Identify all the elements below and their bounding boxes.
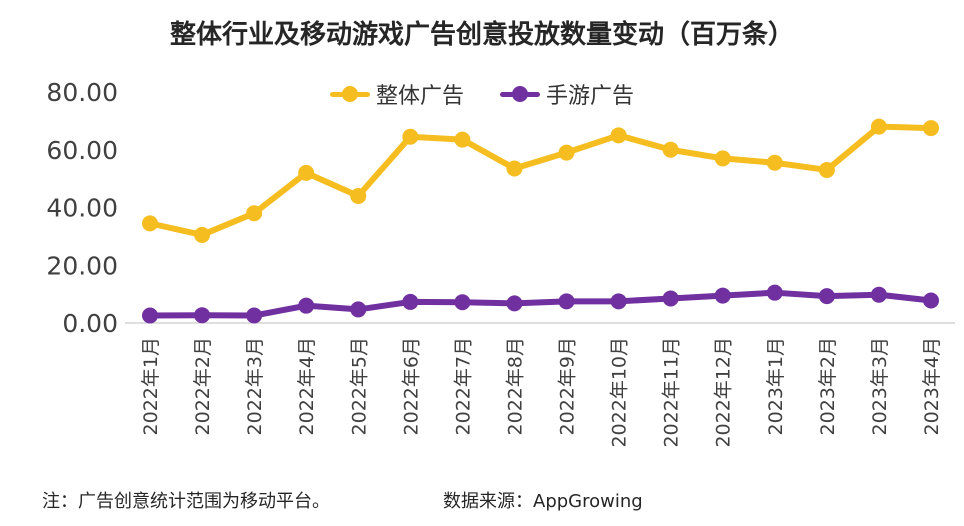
data-point-overall bbox=[923, 120, 939, 137]
data-point-mobile-game bbox=[610, 293, 627, 310]
x-tick-label: 2022年10月 bbox=[609, 337, 631, 448]
y-tick-label: 60.00 bbox=[46, 136, 118, 165]
data-point-overall bbox=[610, 127, 627, 144]
legend-label-overall: 整体广告 bbox=[376, 84, 465, 109]
data-point-overall bbox=[870, 118, 887, 135]
x-tick-label: 2023年4月 bbox=[921, 337, 943, 435]
data-point-overall bbox=[558, 144, 575, 161]
x-tick-label: 2022年4月 bbox=[296, 337, 318, 435]
chart-legend: 整体广告 手游广告 bbox=[330, 78, 670, 110]
x-tick-label: 2023年3月 bbox=[869, 337, 891, 435]
x-tick-label: 2022年9月 bbox=[557, 337, 579, 435]
data-point-mobile-game bbox=[298, 297, 315, 314]
data-point-overall bbox=[298, 164, 315, 181]
x-tick-label: 2022年5月 bbox=[348, 337, 370, 435]
y-tick-label: 0.00 bbox=[62, 309, 118, 338]
data-point-mobile-game bbox=[402, 293, 419, 310]
series-line-mobile-game bbox=[147, 289, 934, 319]
data-point-mobile-game bbox=[194, 307, 211, 324]
data-point-overall bbox=[766, 154, 783, 171]
data-point-overall bbox=[194, 226, 211, 243]
data-point-mobile-game bbox=[662, 290, 679, 307]
data-point-mobile-game bbox=[818, 288, 835, 305]
data-point-mobile-game bbox=[142, 307, 158, 324]
data-point-mobile-game bbox=[870, 286, 887, 303]
x-tick-label: 2022年12月 bbox=[713, 337, 735, 448]
x-tick-label: 2022年2月 bbox=[192, 337, 214, 435]
x-tick-label: 2023年1月 bbox=[765, 337, 787, 435]
x-tick-label: 2022年3月 bbox=[244, 337, 266, 435]
legend-label-mobile-game: 手游广告 bbox=[546, 84, 635, 109]
data-point-overall bbox=[142, 215, 158, 232]
data-point-overall bbox=[402, 128, 419, 145]
x-tick-label: 2022年6月 bbox=[400, 337, 422, 435]
line-chart: 80.00 60.00 40.00 20.00 0.00 2022年1月 2022年2月 20… bbox=[46, 78, 955, 448]
legend-swatch-overall bbox=[330, 84, 370, 104]
x-tick-label: 2022年11月 bbox=[661, 337, 683, 448]
data-point-mobile-game bbox=[506, 295, 523, 312]
x-tick-label: 2022年7月 bbox=[452, 337, 474, 435]
data-point-mobile-game bbox=[454, 294, 471, 311]
footer-source: 数据来源：AppGrowing bbox=[443, 491, 643, 512]
data-point-mobile-game bbox=[923, 292, 939, 309]
data-point-mobile-game bbox=[766, 284, 783, 301]
data-point-overall bbox=[246, 205, 263, 222]
data-point-overall bbox=[662, 141, 679, 158]
data-point-mobile-game bbox=[350, 301, 367, 318]
data-point-overall bbox=[350, 187, 367, 204]
chart-title: 整体行业及移动游戏广告创意投放数量变动（百万条） bbox=[169, 20, 794, 50]
legend-swatch-mobile-game bbox=[500, 84, 541, 104]
data-point-mobile-game bbox=[246, 307, 263, 324]
data-point-mobile-game bbox=[714, 287, 731, 304]
legend-item-mobile-game[interactable]: 手游广告 bbox=[500, 78, 634, 110]
y-tick-label: 40.00 bbox=[46, 194, 118, 223]
x-tick-label: 2023年2月 bbox=[817, 337, 839, 435]
x-tick-label: 2022年1月 bbox=[140, 337, 162, 435]
y-tick-label: 20.00 bbox=[46, 251, 118, 280]
data-point-overall bbox=[818, 161, 835, 178]
y-tick-label: 80.00 bbox=[46, 78, 118, 107]
x-tick-label: 2022年8月 bbox=[504, 337, 526, 435]
data-point-overall bbox=[506, 160, 523, 177]
footer-note: 注：广告创意统计范围为移动平台。 bbox=[42, 491, 330, 512]
data-point-mobile-game bbox=[558, 293, 575, 310]
data-point-overall bbox=[714, 150, 731, 167]
series-line-overall bbox=[147, 123, 934, 238]
data-point-overall bbox=[454, 131, 471, 148]
legend-item-overall[interactable]: 整体广告 bbox=[330, 78, 464, 110]
